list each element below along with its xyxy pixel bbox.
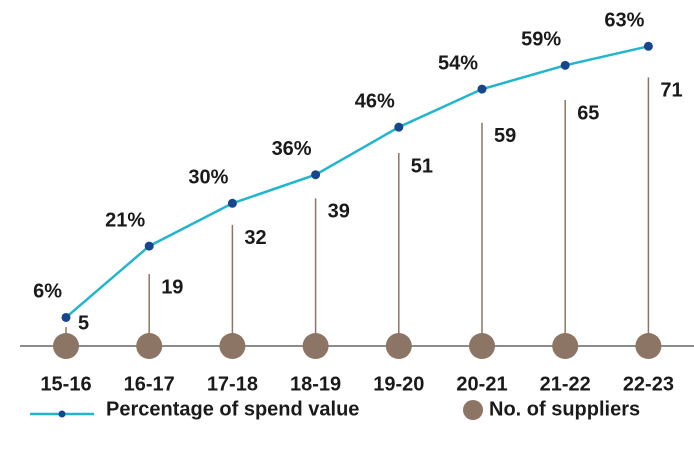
data-label: 71 xyxy=(660,80,682,102)
legend-label: Percentage of spend value xyxy=(106,398,359,420)
x-tick-label: 17-18 xyxy=(207,373,258,395)
legend-swatch xyxy=(58,410,66,418)
x-tick-label: 16-17 xyxy=(124,373,175,395)
marker xyxy=(477,84,487,94)
marker xyxy=(227,198,237,208)
marker xyxy=(311,170,321,180)
data-label: 21% xyxy=(105,209,145,231)
category-dot xyxy=(302,333,329,359)
category-dot xyxy=(53,333,79,359)
x-tick-label: 19-20 xyxy=(373,373,424,395)
marker xyxy=(61,312,71,322)
x-tick-label: 21-22 xyxy=(540,373,591,395)
x-tick-label: 18-19 xyxy=(290,373,341,395)
data-label: 5 xyxy=(78,312,89,334)
data-label: 65 xyxy=(577,102,599,124)
legend-label: No. of suppliers xyxy=(489,398,640,420)
data-label: 63% xyxy=(604,10,644,32)
data-label: 6% xyxy=(33,281,62,303)
data-label: 30% xyxy=(188,167,228,189)
data-label: 36% xyxy=(272,138,312,160)
x-tick-label: 15-16 xyxy=(40,373,91,395)
line xyxy=(65,45,649,319)
data-label: 59% xyxy=(521,29,561,51)
category-dot xyxy=(552,333,579,359)
x-tick-label: 22-23 xyxy=(623,373,674,395)
marker xyxy=(643,41,653,51)
category-dot xyxy=(635,333,662,359)
marker xyxy=(144,241,154,251)
data-label: 32 xyxy=(244,227,266,249)
category-dot xyxy=(469,333,495,359)
marker xyxy=(394,122,404,132)
data-label: 46% xyxy=(355,90,395,112)
data-label: 54% xyxy=(438,52,478,74)
category-dot xyxy=(219,333,246,359)
data-label: 19 xyxy=(161,276,183,298)
marker xyxy=(560,60,570,70)
data-label: 51 xyxy=(411,155,433,177)
legend-swatch xyxy=(463,400,483,420)
data-label: 39 xyxy=(328,201,350,223)
category-dot xyxy=(136,333,163,359)
category-dot xyxy=(385,333,412,359)
x-tick-label: 20-21 xyxy=(456,373,507,395)
data-label: 59 xyxy=(494,125,516,147)
